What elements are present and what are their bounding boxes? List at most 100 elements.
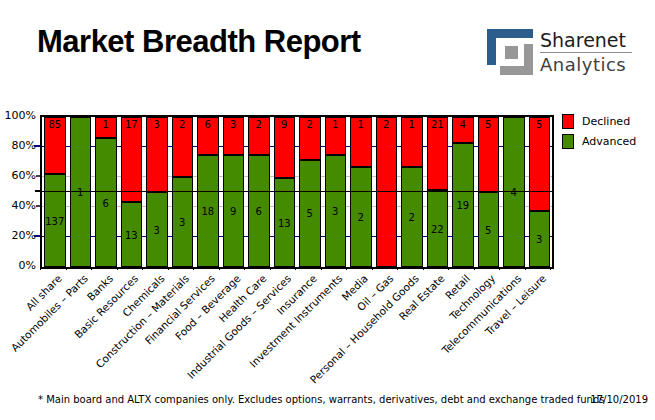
sharenet-logo-icon — [487, 29, 533, 75]
declined-segment: 2 — [172, 117, 194, 177]
advanced-count-label: 9 — [224, 206, 244, 217]
declined-segment: 5 — [478, 117, 500, 192]
x-tick-mark — [346, 267, 347, 270]
declined-count-label: 9 — [275, 119, 295, 130]
legend-label-declined: Declined — [582, 115, 630, 128]
advanced-segment: 2 — [401, 167, 423, 267]
advanced-count-label: 3 — [326, 206, 346, 217]
declined-segment: 1 — [401, 117, 423, 167]
bar-retail: 419 — [452, 117, 474, 267]
legend-item-declined: Declined — [562, 112, 636, 131]
declined-count-label: 6 — [198, 119, 218, 130]
report-date: 17/10/2019 — [590, 394, 648, 405]
declined-segment: 3 — [223, 117, 245, 155]
declined-segment: 2 — [299, 117, 321, 160]
advanced-segment: 3 — [325, 155, 347, 268]
advanced-segment: 19 — [452, 143, 474, 267]
declined-segment: 17 — [121, 117, 143, 202]
advanced-count-label: 6 — [249, 206, 269, 217]
legend-swatch-declined — [562, 114, 574, 129]
x-tick-mark — [474, 267, 475, 270]
declined-count-label: 85 — [45, 119, 65, 130]
sharenet-logo-name: Sharenet — [540, 29, 635, 51]
advanced-segment: 3 — [146, 192, 168, 267]
advanced-segment: 137 — [44, 174, 66, 267]
advanced-segment: 18 — [197, 155, 219, 268]
x-tick-mark — [66, 267, 67, 270]
advanced-count-label: 5 — [479, 225, 499, 236]
declined-count-label: 1 — [351, 119, 371, 130]
advanced-segment: 5 — [299, 160, 321, 267]
y-tick-mark-50 — [35, 190, 40, 192]
footnote: * Main board and ALTX companies only. Ex… — [38, 394, 604, 405]
advanced-count-label: 22 — [428, 224, 448, 235]
advanced-count-label: 13 — [275, 218, 295, 229]
advanced-count-label: 18 — [198, 206, 218, 217]
bar-industrial-goods-services: 9 13 — [274, 117, 296, 267]
y-tick-mark-60 — [36, 175, 40, 177]
y-tick-label-60: 60% — [0, 169, 36, 182]
declined-segment: 85 — [44, 117, 66, 174]
declined-count-label: 2 — [377, 119, 397, 130]
x-tick-mark — [525, 267, 526, 270]
bar-personal-household-goods: 12 — [401, 117, 423, 267]
declined-segment: 1 — [350, 117, 372, 167]
advanced-segment: 6 — [95, 138, 117, 267]
sharenet-logo: Sharenet Analytics — [487, 29, 637, 77]
bar-financial-services: 6 18 — [197, 117, 219, 267]
legend: Declined Advanced — [562, 112, 636, 152]
x-tick-mark — [117, 267, 118, 270]
advanced-segment: 5 — [478, 192, 500, 267]
x-tick-mark — [550, 267, 551, 270]
y-tick-label-100: 100% — [0, 109, 36, 122]
advanced-count-label: 2 — [402, 212, 422, 223]
declined-count-label: 17 — [122, 119, 142, 130]
x-tick-mark — [295, 267, 296, 270]
plot-area: 8513711617133323618392691325131221221224… — [40, 115, 554, 269]
legend-label-advanced: Advanced — [582, 135, 636, 148]
x-tick-mark — [499, 267, 500, 270]
declined-segment: 6 — [197, 117, 219, 155]
y-tick-mark-20 — [34, 235, 40, 237]
x-tick-mark — [423, 267, 424, 270]
bar-health-care: 26 — [248, 117, 270, 267]
declined-count-label: 5 — [479, 119, 499, 130]
x-tick-mark — [448, 267, 449, 270]
y-tick-mark-80 — [34, 145, 40, 147]
legend-item-advanced: Advanced — [562, 132, 636, 151]
logo-divider — [540, 52, 632, 53]
y-tick-label-80: 80% — [0, 139, 36, 152]
x-tick-mark — [372, 267, 373, 270]
y-tick-label-0: 0% — [0, 259, 36, 272]
advanced-count-label: 13 — [122, 230, 142, 241]
bar-automobiles-parts: 1 — [70, 117, 92, 267]
declined-segment: 4 — [452, 117, 474, 143]
bar-banks: 16 — [95, 117, 117, 267]
x-tick-mark — [40, 267, 41, 270]
declined-segment: 2 — [248, 117, 270, 155]
advanced-segment: 6 — [248, 155, 270, 268]
declined-count-label: 1 — [326, 119, 346, 130]
bar-oil-gas: 2 — [376, 117, 398, 267]
advanced-segment: 4 — [503, 117, 525, 267]
bar-travel-leisure: 53 — [529, 117, 551, 267]
declined-count-label: 2 — [173, 119, 193, 130]
advanced-count-label: 3 — [530, 234, 550, 245]
declined-segment: 21 — [427, 117, 449, 190]
declined-segment: 1 — [95, 117, 117, 138]
y-tick-label-20: 20% — [0, 229, 36, 242]
advanced-count-label: 1 — [71, 187, 91, 198]
advanced-segment: 2 — [350, 167, 372, 267]
declined-segment: 2 — [376, 117, 398, 267]
declined-segment: 5 — [529, 117, 551, 211]
reference-line-50pct — [42, 191, 552, 192]
advanced-segment: 13 — [121, 202, 143, 267]
bar-all-share: 85 137 — [44, 117, 66, 267]
bar-media: 12 — [350, 117, 372, 267]
x-tick-mark — [270, 267, 271, 270]
declined-segment: 1 — [325, 117, 347, 155]
x-tick-mark — [244, 267, 245, 270]
x-tick-mark — [91, 267, 92, 270]
x-tick-mark — [321, 267, 322, 270]
declined-count-label: 5 — [530, 119, 550, 130]
